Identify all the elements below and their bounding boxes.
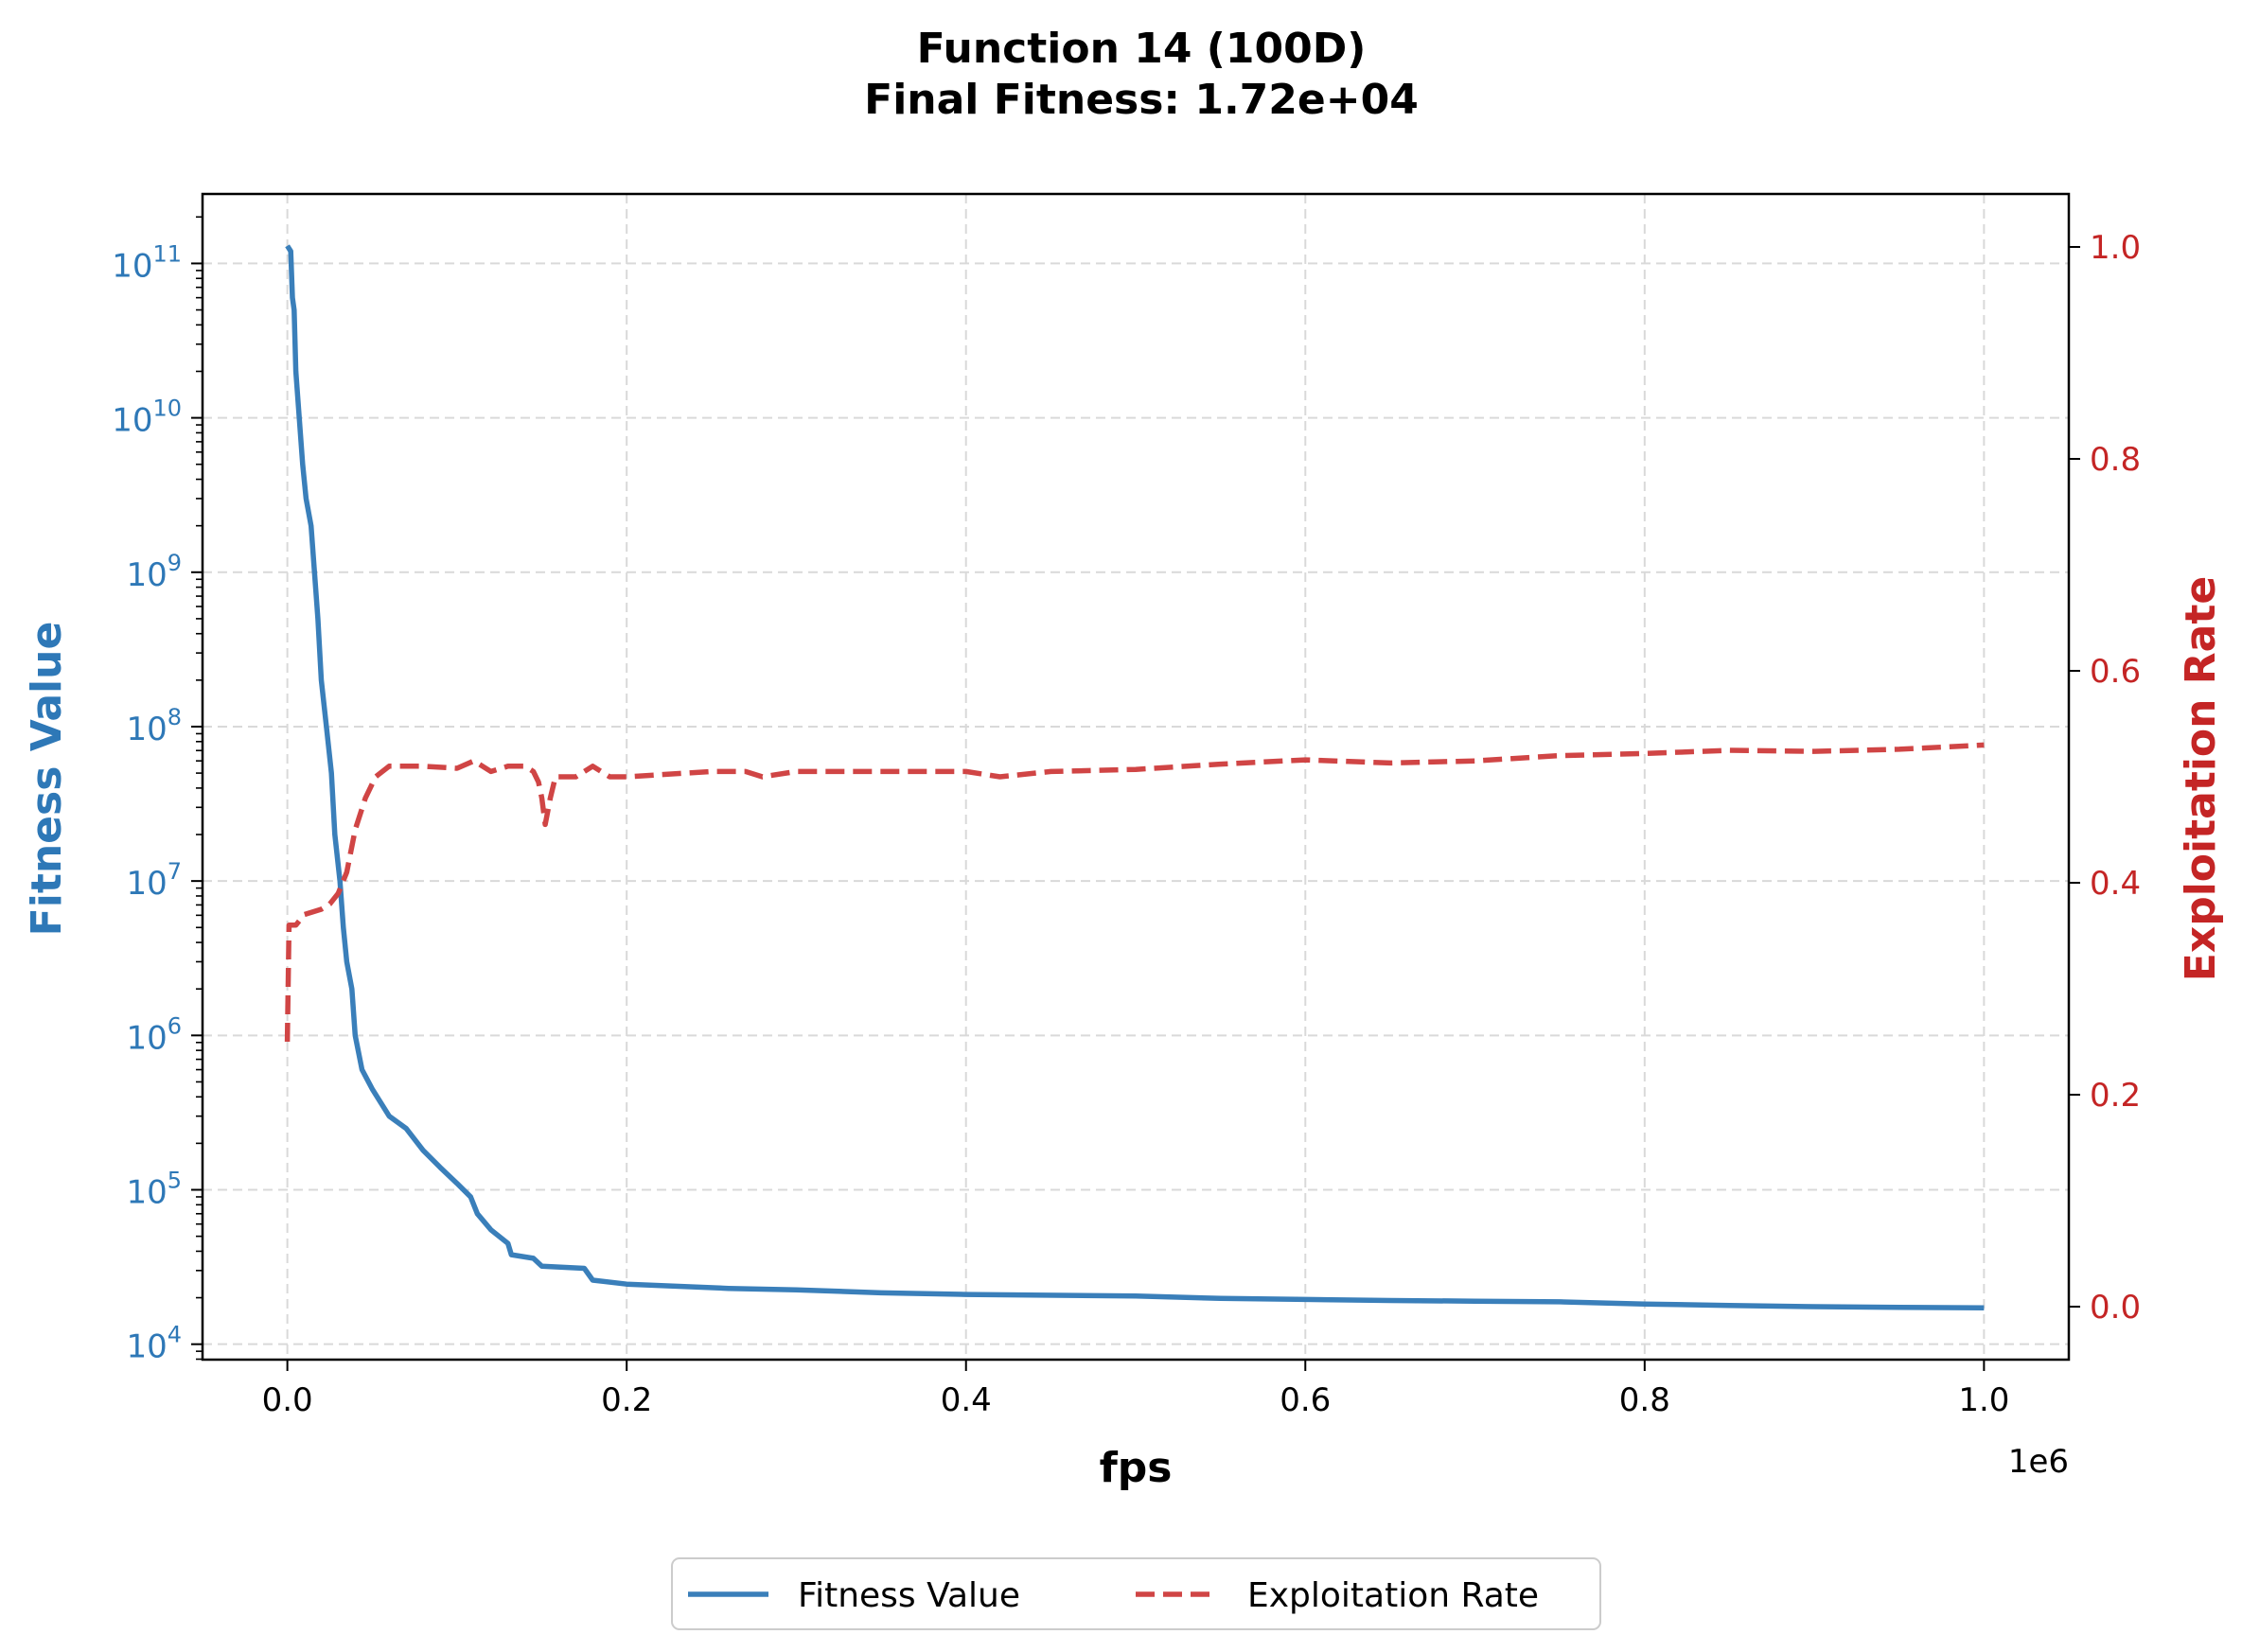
y-right-tick-label: 0.6 xyxy=(2090,653,2141,691)
y-left-tick-label: 109 xyxy=(126,550,182,594)
plot-frame xyxy=(201,192,2071,1362)
x-tick-label: 0.2 xyxy=(601,1381,652,1419)
y-left-tick-label: 108 xyxy=(126,704,182,748)
x-tick-label: 0.8 xyxy=(1619,1381,1670,1419)
x-axis-label: fps xyxy=(1100,1444,1173,1492)
y-right-tick-label: 0.2 xyxy=(2090,1077,2141,1115)
y-left-tick-label: 104 xyxy=(126,1322,182,1366)
y-right-tick-label: 1.0 xyxy=(2090,229,2141,267)
y-right-tick-label: 0.4 xyxy=(2090,865,2141,903)
y-left-tick-label: 1010 xyxy=(112,395,182,440)
y-left-tick-label: 107 xyxy=(126,858,182,903)
x-tick-label: 0.4 xyxy=(941,1381,992,1419)
x-tick-label: 0.6 xyxy=(1280,1381,1331,1419)
series-layer xyxy=(284,244,1985,1310)
x-tick-label: 1.0 xyxy=(1958,1381,2009,1419)
y-right-axis-label: Exploitation Rate xyxy=(2177,576,2225,981)
y-left-tick-label: 106 xyxy=(126,1012,182,1057)
axes: 0.0 0.2 0.4 0.6 0.8 1.0 104 105 106 107 108 109 1010… xyxy=(112,216,2141,1419)
chart-subtitle: Final Fitness: 1.72e+04 xyxy=(864,76,1419,124)
y-right-tick-label: 0.8 xyxy=(2090,441,2141,479)
chart-title: Function 14 (100D) xyxy=(917,25,1367,73)
y-right-tick-label: 0.0 xyxy=(2090,1289,2141,1327)
fitness-value-line xyxy=(285,244,1985,1310)
exploitation-rate-line xyxy=(284,742,1985,1043)
y-left-tick-label: 105 xyxy=(126,1168,182,1212)
x-axis-offset-label: 1e6 xyxy=(2008,1443,2069,1481)
y-left-axis-label: Fitness Value xyxy=(23,622,71,937)
legend-label-exploitation: Exploitation Rate xyxy=(1247,1576,1539,1615)
x-tick-label: 0.0 xyxy=(262,1381,313,1419)
grid xyxy=(203,194,2069,1360)
legend-label-fitness: Fitness Value xyxy=(798,1576,1020,1615)
legend: Fitness Value Exploitation Rate xyxy=(671,1557,1601,1630)
y-left-tick-label: 1011 xyxy=(112,240,182,285)
